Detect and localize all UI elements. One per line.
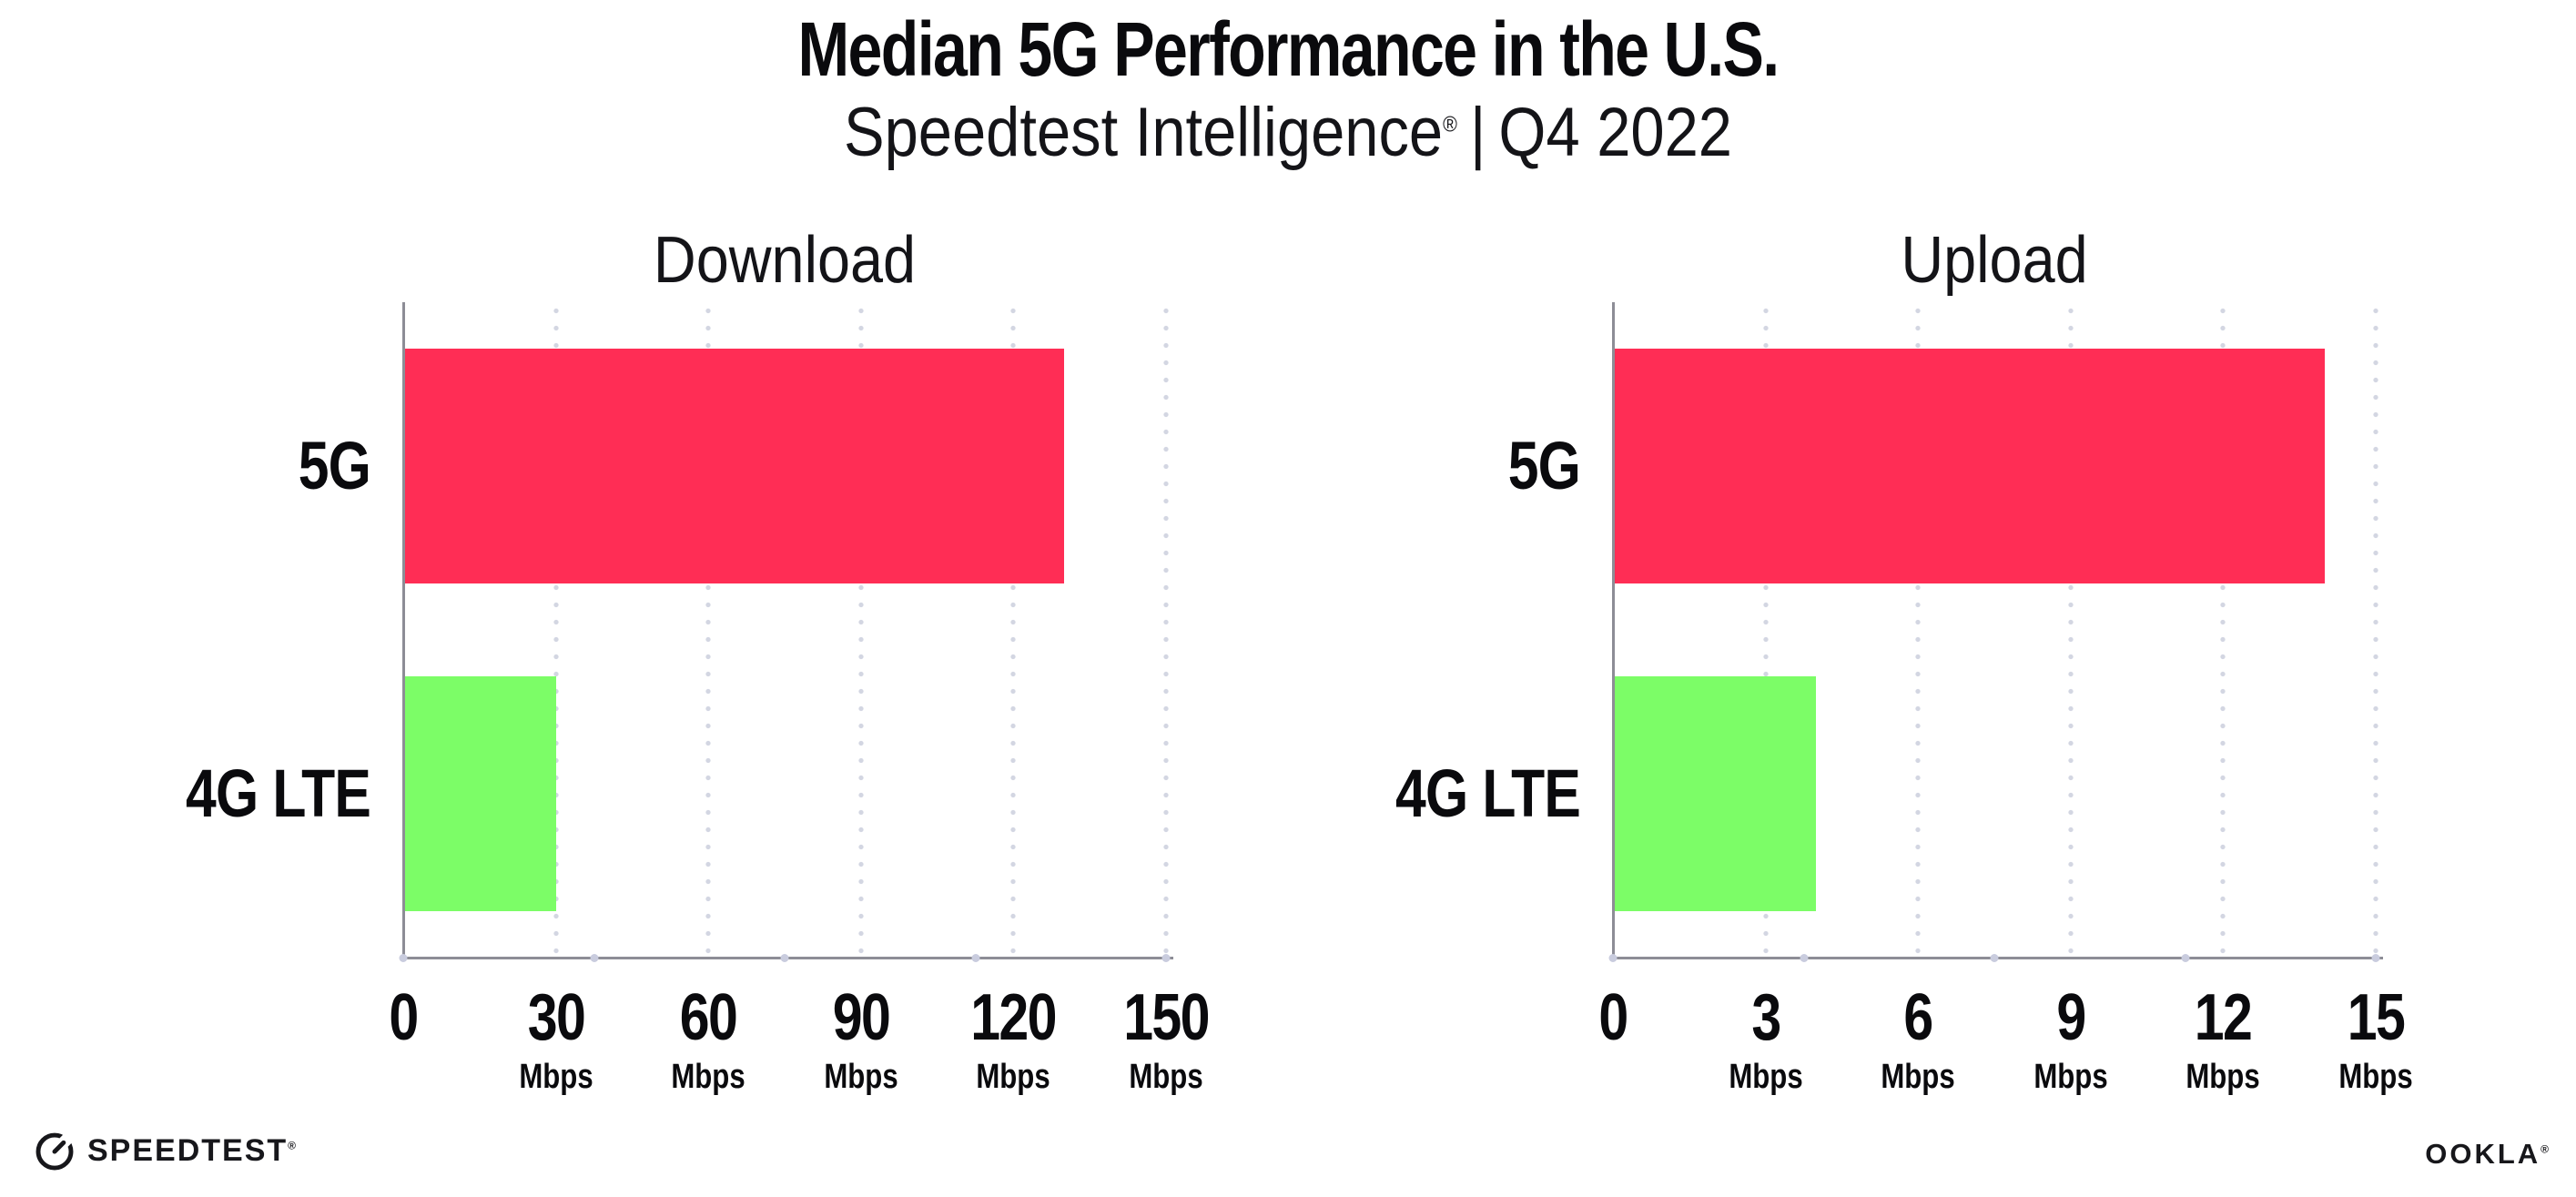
axis-tick-dot	[1990, 953, 1999, 962]
category-label-4g-lte: 4G LTE	[1395, 756, 1581, 831]
axis-tick-dot	[1608, 953, 1618, 962]
x-tick-label: 0	[389, 981, 419, 1054]
x-tick-label: 30 Mbps	[519, 985, 593, 1094]
x-tick-value: 30	[527, 981, 585, 1054]
ookla-wordmark: OOKLA	[2425, 1138, 2541, 1170]
gridline-120	[1010, 302, 1017, 958]
x-tick-value: 15	[2347, 981, 2406, 1054]
chart-upload: Upload 5G 4G LTE 0 3 Mbps 6 Mbps 9 Mbps 12 Mbps 15 M…	[1395, 224, 2413, 1101]
axis-tick-dot	[780, 953, 789, 962]
x-tick-unit: Mbps	[2033, 1058, 2108, 1096]
x-tick-value: 90	[832, 981, 891, 1054]
axis-tick-dot	[2371, 953, 2380, 962]
x-tick-unit: Mbps	[2338, 1058, 2413, 1096]
subtitle-brand: Speedtest Intelligence	[843, 94, 1444, 171]
x-tick-value: 120	[970, 981, 1058, 1054]
x-tick-value: 0	[1598, 981, 1628, 1054]
gridline-150	[1163, 302, 1169, 958]
x-tick-unit: Mbps	[824, 1058, 898, 1096]
gridline-9	[2067, 302, 2074, 958]
x-tick-unit: Mbps	[2186, 1058, 2261, 1096]
page-title: Median 5G Performance in the U.S.	[797, 6, 1780, 92]
bar-4g-lte	[1613, 676, 1817, 911]
axis-tick-dot	[399, 953, 408, 962]
x-tick-label: 150 Mbps	[1123, 981, 1210, 1096]
x-tick-unit: Mbps	[671, 1058, 745, 1096]
y-axis-spine	[1611, 302, 1615, 958]
x-tick-label: 3 Mbps	[1729, 985, 1802, 1094]
x-tick-value: 9	[2056, 981, 2086, 1054]
x-tick-label: 90 Mbps	[824, 985, 898, 1094]
x-tick-label: 12 Mbps	[2186, 985, 2260, 1094]
chart-title: Upload	[1901, 224, 2088, 297]
axis-tick-dot	[1800, 953, 1808, 962]
gridline-12	[2220, 302, 2226, 958]
x-tick-unit: Mbps	[1881, 1058, 1955, 1096]
speedtest-wordmark-wrap: SPEEDTEST®	[87, 1135, 296, 1166]
subtitle-period: Q4 2022	[1498, 94, 1733, 171]
gridline-30	[553, 302, 559, 958]
x-tick-label: 0	[1598, 981, 1628, 1054]
page-subtitle: Speedtest Intelligence® | Q4 2022	[155, 98, 2421, 167]
axis-tick-dot	[2181, 953, 2189, 962]
x-tick-unit: Mbps	[518, 1058, 593, 1096]
speedtest-wordmark: SPEEDTEST	[87, 1133, 289, 1168]
speedtest-gauge-icon	[35, 1130, 76, 1171]
registered-trademark-icon: ®	[288, 1139, 297, 1152]
x-tick-label: 9 Mbps	[2033, 985, 2107, 1094]
category-label-4g-lte: 4G LTE	[186, 756, 371, 831]
category-label-5g: 5G	[1507, 428, 1581, 503]
x-tick-value: 60	[679, 981, 738, 1054]
bar-5g	[1613, 349, 2326, 583]
registered-trademark-icon: ®	[2541, 1142, 2549, 1156]
subtitle-separator: |	[1469, 94, 1486, 171]
x-tick-value: 6	[1903, 981, 1934, 1054]
gridline-6	[1915, 302, 1922, 958]
axis-tick-dot	[1161, 953, 1171, 962]
category-label-5g: 5G	[298, 428, 371, 503]
axis-tick-dot	[971, 953, 979, 962]
plot-area: 5G 4G LTE 0 3 Mbps 6 Mbps 9 Mbps 12 Mbps 15 Mbps	[1395, 302, 2413, 1094]
x-tick-unit: Mbps	[1129, 1058, 1203, 1096]
y-axis-spine	[401, 302, 405, 958]
x-tick-value: 0	[389, 981, 419, 1054]
x-tick-label: 6 Mbps	[1881, 985, 1955, 1094]
x-tick-label: 15 Mbps	[2338, 985, 2412, 1094]
gridline-60	[705, 302, 712, 958]
x-tick-value: 3	[1750, 981, 1781, 1054]
plot-area: 5G 4G LTE 0 30 Mbps 60 Mbps 90 Mbps 120 Mbps 150 Mbp…	[186, 302, 1210, 1094]
x-tick-unit: Mbps	[976, 1058, 1051, 1096]
axis-tick-dot	[590, 953, 598, 962]
speedtest-logo: SPEEDTEST®	[33, 1129, 296, 1172]
chart-title: Download	[653, 224, 917, 297]
x-tick-unit: Mbps	[1728, 1058, 1803, 1096]
registered-trademark-icon: ®	[1443, 112, 1457, 137]
gridline-15	[2373, 302, 2378, 958]
bar-4g-lte	[403, 676, 556, 911]
gridline-90	[857, 302, 864, 958]
x-tick-value: 12	[2195, 981, 2253, 1054]
x-tick-value: 150	[1123, 981, 1210, 1054]
chart-download: Download 5G 4G LTE 0 30 Mbps 60 Mbps 90 Mbps 120 M…	[186, 224, 1210, 1101]
gridline-3	[1762, 302, 1769, 958]
ookla-logo: OOKLA®	[2425, 1140, 2549, 1168]
x-tick-label: 120 Mbps	[970, 981, 1058, 1096]
x-tick-label: 60 Mbps	[672, 985, 745, 1094]
bar-5g	[403, 349, 1065, 583]
